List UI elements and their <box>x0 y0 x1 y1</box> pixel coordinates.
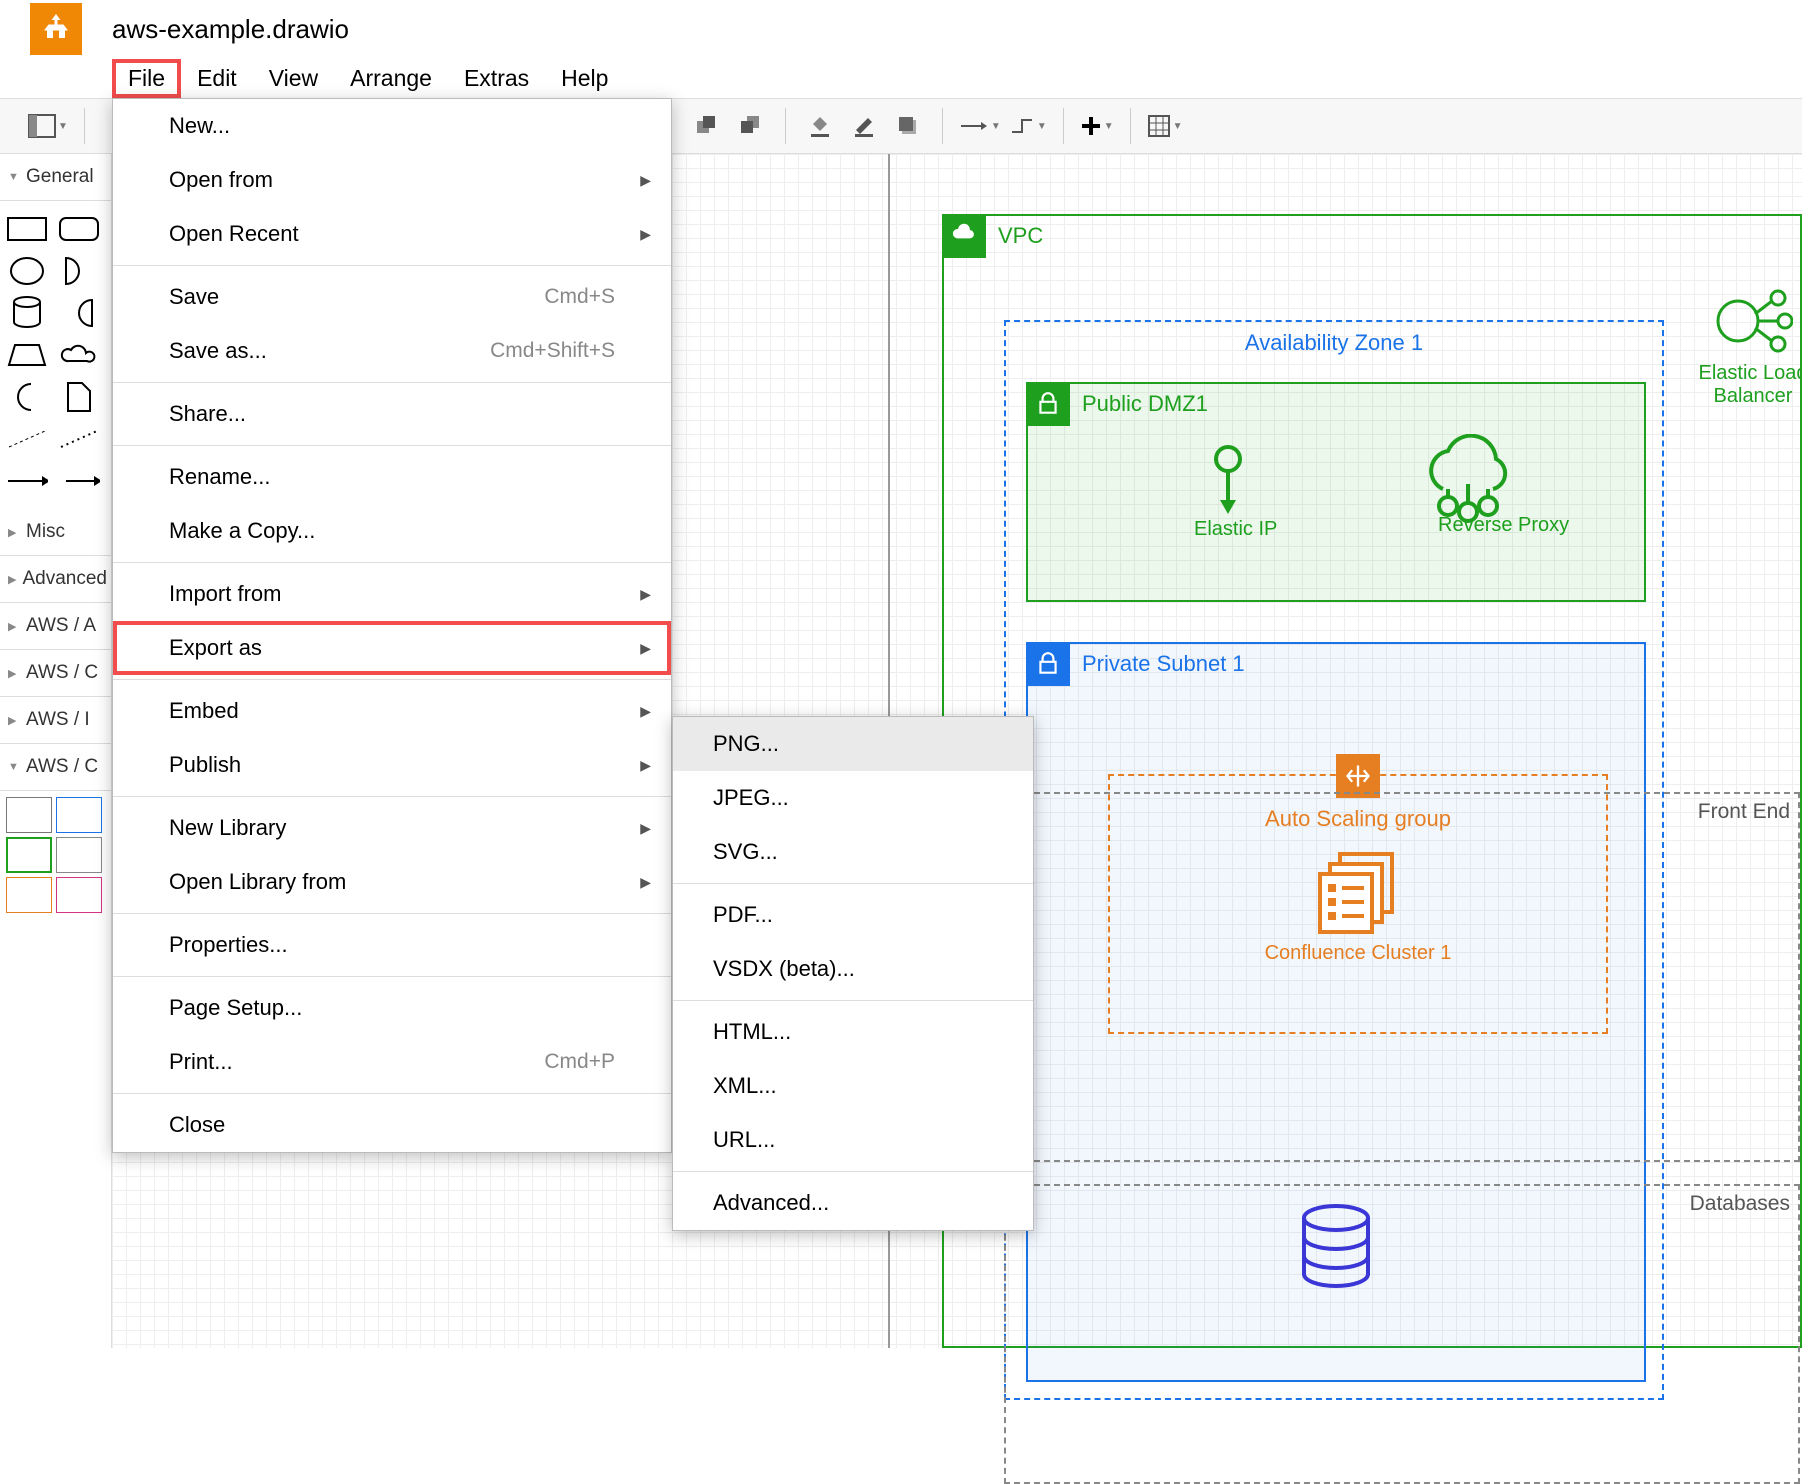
file-dropdown: New...Open from▶Open Recent▶ SaveCmd+SSav… <box>112 98 672 1153</box>
sidebar-section-advanced[interactable]: ▶Advanced <box>0 556 111 603</box>
file-menu-item[interactable]: Save as...Cmd+Shift+S <box>113 324 671 378</box>
vpc-icon <box>942 214 986 258</box>
file-menu-item[interactable]: Import from▶ <box>113 567 671 621</box>
public-subnet[interactable]: Public DMZ1 Elastic IP Reverse Proxy <box>1026 382 1646 602</box>
sidebar-section-aws-i[interactable]: ▶AWS / I <box>0 697 111 744</box>
elastic-ip-label: Elastic IP <box>1194 518 1277 541</box>
shape-rounded[interactable] <box>58 211 100 247</box>
file-menu-item[interactable]: New... <box>113 99 671 153</box>
menu-help[interactable]: Help <box>545 59 624 98</box>
shape-trap[interactable] <box>6 337 48 373</box>
export-menu-item[interactable]: XML... <box>673 1059 1033 1113</box>
reverse-proxy-label: Reverse Proxy <box>1438 514 1569 537</box>
az-label: Availability Zone 1 <box>1006 330 1662 356</box>
template-thumb[interactable] <box>6 797 52 833</box>
shape-half[interactable] <box>58 253 100 289</box>
template-thumb[interactable] <box>6 837 52 873</box>
file-menu-item[interactable]: Page Setup... <box>113 981 671 1035</box>
export-submenu: PNG...JPEG...SVG... PDF...VSDX (beta)... H… <box>672 716 1034 1231</box>
frontend-label: Front End <box>1698 800 1790 824</box>
table-button[interactable]: ▼ <box>1147 114 1183 138</box>
shape-half2[interactable] <box>58 295 100 331</box>
title-bar: aws-example.drawio <box>0 0 1802 58</box>
insert-button[interactable]: ▼ <box>1080 115 1114 137</box>
shape-cylinder[interactable] <box>6 295 48 331</box>
menu-view[interactable]: View <box>253 59 334 98</box>
template-thumb[interactable] <box>56 877 102 913</box>
shape-crescent[interactable] <box>6 379 48 415</box>
file-menu-item[interactable]: Rename... <box>113 450 671 504</box>
frontend-group[interactable]: Front End <box>1004 792 1800 1162</box>
export-menu-item[interactable]: SVG... <box>673 825 1033 879</box>
export-menu-item[interactable]: PNG... <box>673 717 1033 771</box>
reverse-proxy-node[interactable]: Reverse Proxy <box>1368 434 1568 530</box>
vpc-container[interactable]: VPC Elastic Load Balancer Availability Z… <box>942 214 1802 1348</box>
view-mode-button[interactable]: ▼ <box>28 114 68 138</box>
export-menu-item[interactable]: VSDX (beta)... <box>673 942 1033 996</box>
file-menu-item[interactable]: Open Library from▶ <box>113 855 671 909</box>
databases-label: Databases <box>1690 1192 1790 1216</box>
file-menu-item[interactable]: Open from▶ <box>113 153 671 207</box>
databases-group[interactable]: Databases <box>1004 1184 1800 1484</box>
export-menu-item[interactable]: PDF... <box>673 888 1033 942</box>
elastic-ip-node[interactable]: Elastic IP <box>1148 444 1308 530</box>
menu-extras[interactable]: Extras <box>448 59 545 98</box>
shape-line[interactable] <box>6 421 48 457</box>
file-menu-item[interactable]: Properties... <box>113 918 671 972</box>
menu-bar: File Edit View Arrange Extras Help <box>0 58 1802 98</box>
file-menu-item[interactable]: Open Recent▶ <box>113 207 671 261</box>
file-menu-item[interactable]: SaveCmd+S <box>113 270 671 324</box>
file-menu-item[interactable]: New Library▶ <box>113 801 671 855</box>
file-menu-item[interactable]: Publish▶ <box>113 738 671 792</box>
fill-color-button[interactable] <box>802 108 838 144</box>
file-menu-item[interactable]: Close <box>113 1098 671 1152</box>
shape-arrow2[interactable] <box>58 463 100 499</box>
document-title[interactable]: aws-example.drawio <box>112 14 349 45</box>
file-menu-item[interactable]: Share... <box>113 387 671 441</box>
menu-edit[interactable]: Edit <box>181 59 253 98</box>
file-menu-item[interactable]: Print...Cmd+P <box>113 1035 671 1089</box>
template-thumb[interactable] <box>56 837 102 873</box>
private-label: Private Subnet 1 <box>1082 651 1245 677</box>
shape-doc[interactable] <box>58 379 100 415</box>
shapes-sidebar: ▼General ▶Misc ▶Advanced ▶AWS / A ▶AWS /… <box>0 154 112 1348</box>
shape-arrow[interactable] <box>6 463 48 499</box>
to-front-button[interactable] <box>689 108 725 144</box>
sidebar-section-misc[interactable]: ▶Misc <box>0 509 111 556</box>
shadow-button[interactable] <box>890 108 926 144</box>
shape-dots[interactable] <box>58 421 100 457</box>
shape-cloud[interactable] <box>58 337 100 373</box>
template-thumb[interactable] <box>56 797 102 833</box>
shape-rect[interactable] <box>6 211 48 247</box>
lock-icon <box>1026 382 1070 426</box>
elb-label: Elastic Load Balancer <box>1698 362 1802 408</box>
elb-node[interactable]: Elastic Load Balancer <box>1698 286 1802 408</box>
file-menu-item[interactable]: Embed▶ <box>113 684 671 738</box>
lock-icon <box>1026 642 1070 686</box>
template-thumb[interactable] <box>6 877 52 913</box>
export-menu-item[interactable]: URL... <box>673 1113 1033 1167</box>
sidebar-section-general[interactable]: ▼General <box>0 154 111 201</box>
file-menu-item[interactable]: Export as▶ <box>113 621 671 675</box>
export-menu-item[interactable]: Advanced... <box>673 1176 1033 1230</box>
shapes-palette <box>0 201 111 509</box>
sidebar-section-aws-c[interactable]: ▶AWS / C <box>0 650 111 697</box>
to-back-button[interactable] <box>733 108 769 144</box>
vpc-label: VPC <box>998 223 1043 249</box>
export-menu-item[interactable]: JPEG... <box>673 771 1033 825</box>
file-menu-item[interactable]: Make a Copy... <box>113 504 671 558</box>
sidebar-section-aws-c2[interactable]: ▼AWS / C <box>0 744 111 791</box>
waypoints-button[interactable]: ▼ <box>1009 116 1047 136</box>
menu-arrange[interactable]: Arrange <box>334 59 448 98</box>
export-menu-item[interactable]: HTML... <box>673 1005 1033 1059</box>
app-logo <box>30 3 82 55</box>
menu-file[interactable]: File <box>112 59 181 98</box>
sidebar-section-aws-a[interactable]: ▶AWS / A <box>0 603 111 650</box>
public-label: Public DMZ1 <box>1082 391 1208 417</box>
connection-button[interactable]: ▼ <box>959 118 1001 134</box>
line-color-button[interactable] <box>846 108 882 144</box>
shape-ellipse[interactable] <box>6 253 48 289</box>
